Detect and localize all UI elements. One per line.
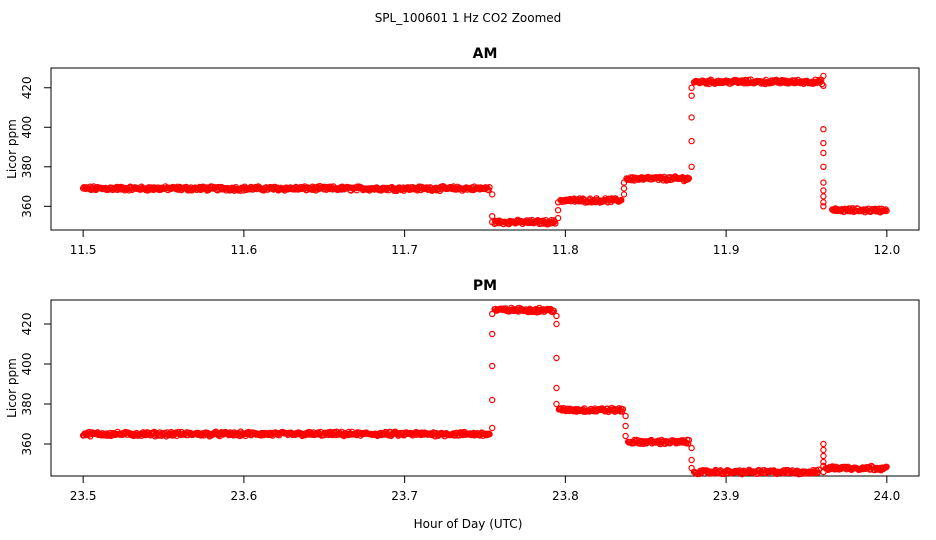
x-tick-label-am: 11.5	[70, 243, 97, 257]
data-point	[682, 175, 689, 183]
data-point	[489, 396, 496, 404]
panel-title-am: AM	[473, 46, 498, 62]
panel-title-pm: PM	[473, 278, 497, 294]
plot-frame-pm	[50, 299, 920, 477]
data-point	[883, 463, 890, 470]
data-point	[618, 196, 625, 204]
y-tick-label-pm: 420	[20, 313, 34, 336]
data-point	[553, 320, 560, 328]
data-point	[554, 206, 562, 214]
data-point	[554, 199, 562, 206]
data-point	[688, 137, 695, 145]
data-point	[550, 307, 558, 315]
data-point	[820, 452, 827, 460]
data-point	[485, 186, 492, 194]
x-tick-label-pm: 23.8	[552, 489, 579, 503]
data-point	[818, 80, 826, 88]
data-point	[688, 456, 695, 464]
y-axis-label-am: Licor ppm	[5, 119, 19, 179]
data-point	[553, 312, 560, 320]
data-point	[820, 187, 827, 194]
data-point	[489, 362, 496, 370]
y-tick-label-pm: 360	[20, 433, 34, 456]
data-point	[489, 218, 496, 226]
data-point	[622, 412, 629, 420]
x-tick-label-am: 11.9	[713, 243, 740, 257]
data-point	[820, 462, 827, 470]
x-tick-label-pm: 23.6	[231, 489, 258, 503]
data-point	[489, 212, 496, 220]
x-tick-label-pm: 24.0	[873, 489, 900, 503]
data-points-pm	[79, 304, 890, 478]
data-point	[684, 440, 692, 447]
data-point	[553, 384, 560, 392]
figure-x-axis-label: Hour of Day (UTC)	[414, 517, 523, 531]
data-point	[549, 219, 557, 227]
y-tick-label-am: 420	[20, 76, 34, 99]
x-tick-label-am: 11.7	[391, 243, 418, 257]
data-point	[820, 203, 827, 210]
data-point	[820, 149, 827, 157]
y-tick-label-am: 400	[20, 116, 34, 139]
data-point	[883, 207, 890, 215]
data-point	[552, 220, 559, 227]
data-point	[553, 400, 560, 408]
data-point	[820, 193, 827, 200]
data-point	[684, 175, 692, 183]
data-point	[489, 424, 496, 432]
data-point	[820, 125, 827, 133]
figure-title: SPL_100601 1 Hz CO2 Zoomed	[375, 11, 562, 25]
data-point	[820, 440, 827, 448]
y-tick-label-pm: 380	[20, 393, 34, 416]
data-point	[688, 114, 695, 121]
x-tick-label-pm: 23.5	[70, 489, 97, 503]
data-point	[486, 431, 493, 438]
data-point	[820, 446, 827, 454]
panel-pm: PM Licor ppm 23.5 23.6 23.7 23.8 23.9 24.0 360 38…	[5, 278, 920, 503]
y-tick-label-am: 380	[20, 155, 34, 178]
plot-frame-am	[50, 67, 920, 231]
data-point	[688, 444, 695, 452]
data-point	[486, 183, 493, 191]
data-point	[820, 139, 827, 147]
x-tick-label-am: 11.8	[552, 243, 579, 257]
data-point	[820, 72, 827, 80]
data-point	[554, 214, 562, 222]
data-point	[688, 84, 695, 92]
data-point	[688, 92, 695, 99]
x-tick-label-pm: 23.9	[713, 489, 740, 503]
data-point	[489, 310, 496, 318]
data-point	[620, 185, 628, 192]
y-tick-label-am: 360	[20, 195, 34, 218]
x-tick-label-am: 12.0	[873, 243, 900, 257]
data-point	[820, 179, 827, 186]
data-point	[622, 432, 629, 440]
data-point	[820, 82, 827, 90]
data-point	[685, 175, 693, 182]
data-point	[688, 163, 695, 170]
data-point	[620, 179, 628, 186]
data-point	[820, 199, 827, 206]
x-tick-label-am: 11.6	[231, 243, 258, 257]
x-tick-label-pm: 23.7	[391, 489, 418, 503]
data-point	[620, 191, 628, 198]
y-axis-label-pm: Licor ppm	[5, 358, 19, 418]
data-point	[820, 458, 827, 466]
data-point	[820, 163, 827, 170]
data-point	[489, 191, 496, 198]
data-point	[688, 464, 695, 472]
data-point	[619, 406, 627, 413]
panel-am: AM Licor ppm 11.5 11.6 11.7 11.8 11.9 12.0 360 38…	[5, 46, 920, 257]
data-point	[820, 468, 827, 476]
data-point	[489, 330, 496, 338]
data-point	[553, 354, 560, 362]
data-points-am	[79, 72, 890, 228]
y-tick-label-pm: 400	[20, 353, 34, 376]
data-point	[685, 436, 693, 444]
data-point	[622, 422, 629, 430]
